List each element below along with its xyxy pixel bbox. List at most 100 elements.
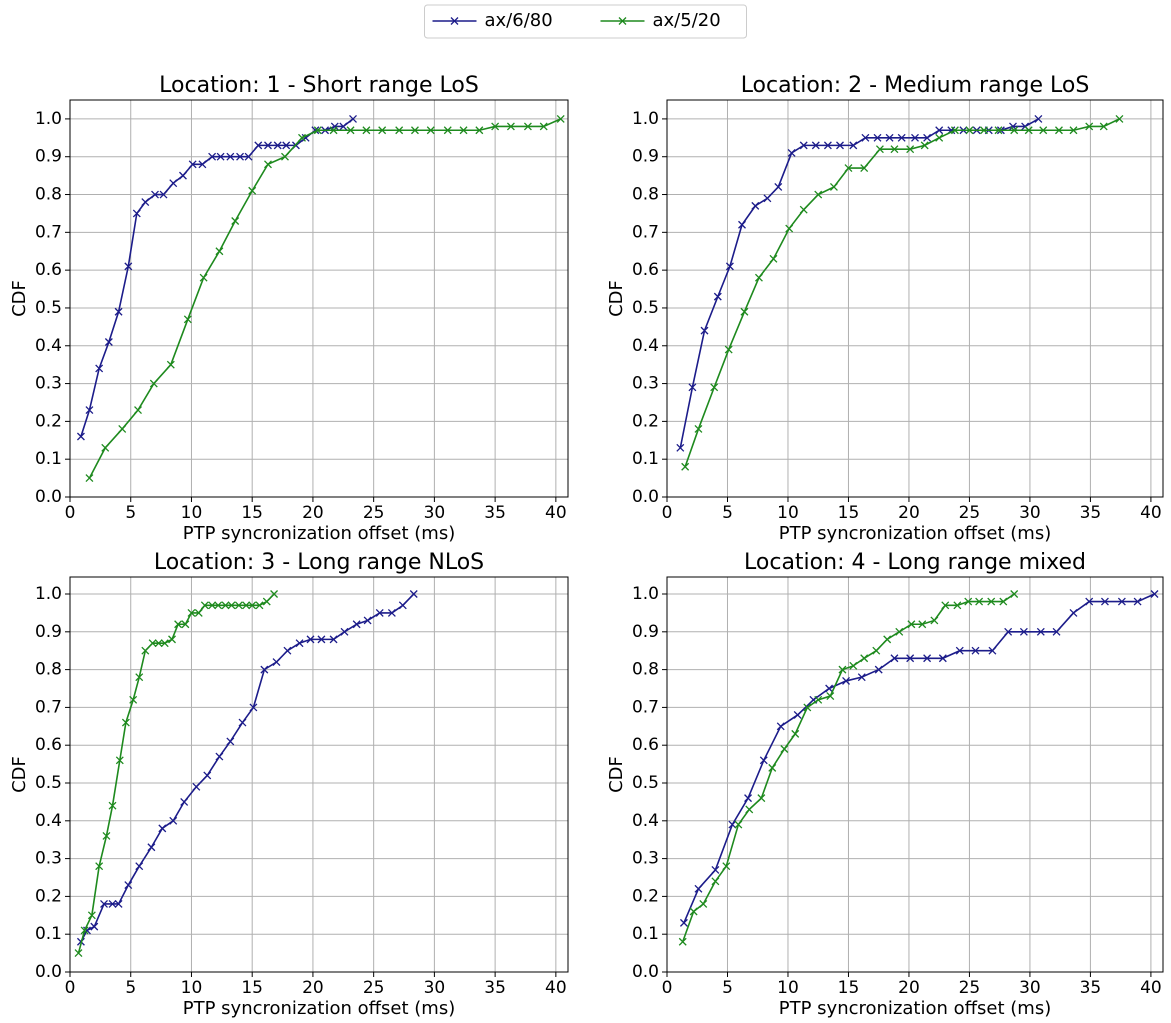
- point-marker: [141, 198, 150, 207]
- point-marker: [249, 703, 258, 712]
- point-marker: [694, 884, 703, 893]
- point-marker: [475, 126, 484, 135]
- chart-title: Location: 2 - Medium range LoS: [741, 73, 1090, 98]
- x-tick-label: 30: [1019, 978, 1041, 998]
- point-marker: [346, 126, 355, 135]
- point-marker: [147, 843, 156, 852]
- x-tick-label: 15: [838, 978, 860, 998]
- y-axis-label: CDF: [9, 756, 30, 793]
- point-marker: [1117, 597, 1126, 606]
- x-tick-label: 5: [722, 978, 733, 998]
- point-marker: [994, 126, 1003, 135]
- y-tick-label: 0.7: [632, 222, 659, 242]
- point-marker: [679, 918, 688, 927]
- x-tick-label: 40: [1140, 503, 1162, 523]
- series-line: [77, 593, 275, 954]
- point-marker: [1100, 597, 1109, 606]
- point-marker: [90, 922, 99, 931]
- point-marker: [317, 635, 326, 644]
- point-marker: [215, 247, 224, 256]
- point-marker: [238, 718, 247, 727]
- point-marker: [426, 126, 435, 135]
- point-marker: [1069, 608, 1078, 617]
- point-marker: [1019, 627, 1028, 636]
- point-marker: [102, 831, 111, 840]
- y-tick-label: 0.3: [632, 849, 659, 869]
- point-marker: [688, 383, 697, 392]
- point-marker: [395, 126, 404, 135]
- x-tick-label: 10: [181, 503, 203, 523]
- x-tick-label: 5: [125, 503, 136, 523]
- point-marker: [221, 601, 230, 610]
- y-tick-label: 0.3: [632, 374, 659, 394]
- x-tick-label: 20: [302, 978, 324, 998]
- point-marker: [270, 590, 279, 598]
- series-line: [88, 118, 562, 479]
- point-marker: [378, 126, 387, 135]
- point-marker: [975, 597, 984, 606]
- legend-label: ax/6/80: [485, 10, 553, 31]
- y-tick-label: 0.8: [632, 660, 659, 680]
- point-marker: [793, 711, 802, 719]
- subplot: 0.0 0.1 0.2 0.3 0.4 0.5 0.6 0.7 0.8 0.9 1.0 0 5 10 15 2…: [9, 73, 569, 544]
- point-marker: [187, 608, 196, 617]
- point-marker: [539, 122, 548, 131]
- point-marker: [906, 654, 915, 663]
- point-marker: [885, 133, 894, 142]
- point-marker: [174, 620, 183, 629]
- y-tick-label: 0.7: [35, 222, 62, 242]
- point-marker: [200, 601, 209, 610]
- y-tick-label: 0.2: [35, 411, 62, 431]
- point-marker: [965, 126, 974, 135]
- chart-title: Location: 1 - Short range LoS: [159, 73, 479, 98]
- point-marker: [1099, 122, 1108, 131]
- x-tick-label: 0: [662, 978, 673, 998]
- point-marker: [272, 658, 281, 667]
- point-marker: [115, 756, 124, 765]
- point-marker: [409, 590, 418, 598]
- point-marker: [506, 122, 515, 131]
- point-marker: [825, 684, 834, 693]
- point-marker: [244, 152, 253, 161]
- x-axis-label: PTP syncronization offset (ms): [183, 523, 455, 544]
- point-marker: [964, 597, 973, 606]
- point-marker: [814, 190, 823, 199]
- point-marker: [459, 126, 468, 135]
- point-marker: [935, 133, 944, 142]
- subplot: 0.0 0.1 0.2 0.3 0.4 0.5 0.6 0.7 0.8 0.9 1.0 0 5 10 15 2…: [606, 73, 1164, 544]
- point-marker: [134, 406, 142, 414]
- point-marker: [689, 907, 698, 916]
- point-marker: [329, 126, 338, 135]
- point-marker: [375, 608, 384, 617]
- point-marker: [242, 601, 251, 610]
- point-marker: [159, 190, 168, 199]
- point-marker: [74, 949, 83, 958]
- point-marker: [941, 601, 950, 610]
- point-marker: [264, 160, 272, 169]
- y-tick-label: 0.2: [632, 886, 659, 906]
- series-line: [681, 593, 1015, 943]
- chart-title: Location: 3 - Long range NLoS: [154, 550, 484, 575]
- point-marker: [180, 797, 189, 806]
- point-marker: [873, 133, 882, 142]
- y-tick-label: 1.0: [632, 109, 659, 129]
- x-axis-label: PTP syncronization offset (ms): [779, 998, 1051, 1019]
- y-tick-label: 0.2: [632, 411, 659, 431]
- point-marker: [118, 424, 127, 433]
- point-marker: [306, 635, 315, 644]
- point-marker: [803, 703, 812, 712]
- point-marker: [890, 145, 899, 154]
- point-marker: [785, 224, 794, 233]
- point-marker: [1036, 627, 1045, 636]
- point-marker: [1039, 126, 1048, 135]
- point-marker: [722, 862, 731, 871]
- point-marker: [183, 315, 192, 324]
- point-marker: [339, 122, 348, 131]
- point-marker: [1034, 114, 1043, 123]
- point-marker: [281, 152, 289, 161]
- y-tick-label: 0.6: [35, 735, 62, 755]
- point-marker: [811, 141, 820, 150]
- point-marker: [725, 262, 734, 271]
- x-tick-label: 40: [545, 978, 567, 998]
- point-marker: [860, 164, 869, 173]
